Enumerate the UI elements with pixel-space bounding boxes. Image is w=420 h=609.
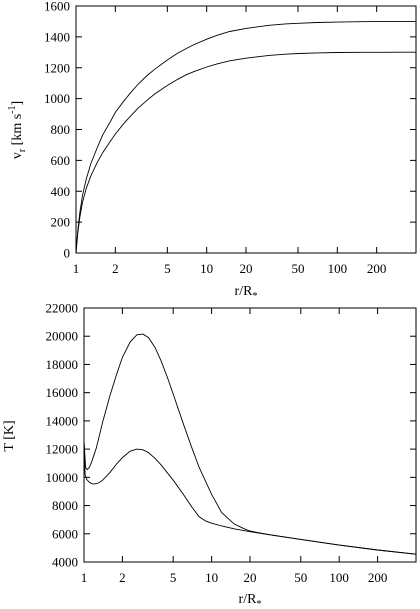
series-line-2 xyxy=(75,51,416,254)
y-tick-label: 6000 xyxy=(52,526,78,541)
y-axis-label: T [K] xyxy=(2,420,17,451)
x-tick-label: 5 xyxy=(164,261,171,276)
y-tick-label: 22000 xyxy=(46,301,79,316)
x-axis-ticks: 1 2 5 10 20 50 100 200 xyxy=(81,308,388,585)
x-tick-label: 1 xyxy=(81,570,88,585)
x-tick-label: 100 xyxy=(328,261,348,276)
plot-frame xyxy=(75,5,417,254)
plot-frame xyxy=(83,307,417,563)
y-tick-label: 4000 xyxy=(52,555,78,570)
x-tick-label: 10 xyxy=(205,570,218,585)
x-tick-label: 2 xyxy=(119,570,126,585)
series-line-2 xyxy=(83,440,417,555)
y-tick-label: 600 xyxy=(51,153,71,168)
velocity-panel: 1 2 5 10 20 50 100 200 0 200 400 600 800 1000 1200 140… xyxy=(7,0,417,302)
y-tick-label: 1200 xyxy=(44,60,70,75)
y-axis-ticks: 0 200 400 600 800 1000 1200 1400 1600 xyxy=(44,0,416,261)
x-tick-label: 20 xyxy=(240,261,253,276)
y-axis-label: vr [km s-1] xyxy=(7,101,28,159)
x-tick-label: 100 xyxy=(329,570,349,585)
series-line-1 xyxy=(83,333,417,555)
series-line-1 xyxy=(75,20,416,254)
x-tick-label: 200 xyxy=(367,261,387,276)
series-layer xyxy=(83,333,417,555)
x-tick-label: 10 xyxy=(200,261,213,276)
y-tick-label: 1400 xyxy=(44,29,70,44)
y-tick-label: 20000 xyxy=(46,329,79,344)
x-tick-label: 200 xyxy=(368,570,388,585)
x-tick-label: 20 xyxy=(244,570,257,585)
y-tick-label: 200 xyxy=(51,215,71,230)
y-tick-label: 1000 xyxy=(44,91,70,106)
x-tick-label: 50 xyxy=(294,570,307,585)
x-tick-label: 1 xyxy=(73,261,80,276)
y-tick-label: 1600 xyxy=(44,0,70,14)
y-tick-label: 800 xyxy=(51,122,71,137)
y-tick-label: 10000 xyxy=(46,470,79,485)
y-tick-label: 8000 xyxy=(52,498,78,513)
y-tick-label: 12000 xyxy=(46,442,79,457)
y-tick-label: 0 xyxy=(64,246,71,261)
y-tick-label: 16000 xyxy=(46,385,79,400)
x-axis-label: r/R* xyxy=(235,284,258,302)
x-tick-label: 5 xyxy=(170,570,177,585)
y-axis-ticks: 4000 6000 8000 10000 12000 14000 16000 18000 200… xyxy=(46,301,416,570)
y-tick-label: 14000 xyxy=(46,413,79,428)
y-tick-label: 18000 xyxy=(46,357,79,372)
x-axis-label: r/R* xyxy=(239,592,262,609)
y-tick-label: 400 xyxy=(51,184,71,199)
x-axis-ticks: 1 2 5 10 20 50 100 200 xyxy=(73,6,387,276)
x-tick-label: 50 xyxy=(291,261,304,276)
x-tick-label: 2 xyxy=(112,261,119,276)
temperature-panel: 1 2 5 10 20 50 100 200 4000 6000 8000 10000 12000 14… xyxy=(2,301,417,609)
series-layer xyxy=(75,20,416,254)
